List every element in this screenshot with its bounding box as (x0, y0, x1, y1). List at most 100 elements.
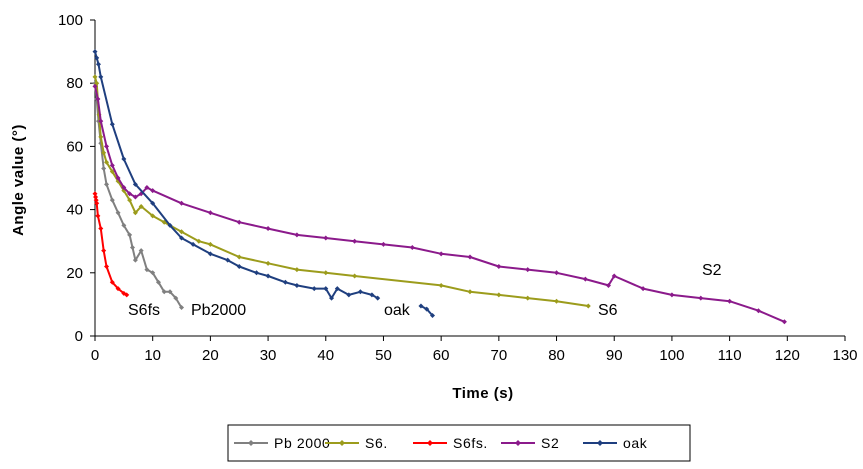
x-tick-label: 110 (718, 347, 742, 364)
data-point (127, 197, 133, 203)
data-point (121, 222, 127, 228)
data-point (334, 286, 340, 292)
legend-item: S6. (325, 435, 388, 451)
data-point (109, 197, 115, 203)
data-point (93, 197, 99, 203)
data-point (640, 286, 646, 292)
data-point (132, 181, 138, 187)
legend: Pb 2000 S6. S6fs. S2 oak (227, 424, 691, 462)
legend-swatch-marker (597, 440, 603, 446)
series-oak (92, 49, 381, 301)
data-point (93, 194, 99, 200)
series-line (94, 51, 379, 300)
data-point (357, 289, 363, 295)
data-point (282, 279, 288, 285)
data-point (467, 254, 473, 260)
data-point (127, 191, 133, 197)
data-point (161, 289, 167, 295)
data-point (104, 181, 110, 187)
data-point (329, 295, 335, 301)
data-point (109, 121, 115, 127)
data-point (727, 298, 733, 304)
x-tick-label: 70 (491, 347, 508, 364)
data-point (496, 292, 502, 298)
data-point (582, 276, 588, 282)
axis-ticks: 0 10 20 30 40 50 60 70 80 90 100 110 120 130 0 20 40 60 80… (58, 12, 858, 364)
data-point (424, 306, 430, 312)
data-point (207, 210, 213, 216)
data-point (95, 213, 101, 219)
data-point (95, 96, 101, 102)
data-point (207, 251, 213, 257)
data-point (781, 319, 787, 325)
x-tick-label: 120 (775, 347, 800, 364)
legend-swatch-marker (248, 440, 254, 446)
data-point (109, 162, 115, 168)
data-point (94, 200, 100, 206)
x-tick-label: 100 (659, 347, 684, 364)
data-point (323, 286, 329, 292)
legend-label: S6. (365, 435, 388, 451)
x-tick-label: 40 (317, 347, 334, 364)
data-point (611, 273, 617, 279)
legend-item: oak (583, 435, 648, 451)
data-point (380, 241, 386, 247)
series-line (94, 193, 128, 296)
data-point (92, 191, 98, 197)
data-point (418, 303, 424, 309)
data-point (294, 282, 300, 288)
legend-label: oak (623, 435, 648, 451)
x-tick-label: 50 (375, 347, 392, 364)
annotation-pb2000: Pb2000 (191, 302, 246, 319)
data-point (438, 282, 444, 288)
data-point (132, 194, 138, 200)
data-point (496, 263, 502, 269)
data-point (698, 295, 704, 301)
data-point (150, 270, 156, 276)
data-point (144, 184, 150, 190)
data-point (132, 257, 138, 263)
series-layer (92, 49, 787, 325)
x-tick-label: 20 (202, 347, 219, 364)
legend-label: S6fs. (453, 435, 488, 451)
data-point (346, 292, 352, 298)
data-point (352, 273, 358, 279)
y-tick-label: 80 (66, 75, 83, 92)
data-point (438, 251, 444, 257)
data-point (467, 289, 473, 295)
legend-swatch-marker (515, 440, 521, 446)
data-point (190, 241, 196, 247)
annotation-s6: S6 (598, 302, 618, 319)
data-point (150, 200, 156, 206)
data-point (109, 279, 115, 285)
series-line (94, 86, 785, 323)
series-s6- (92, 74, 591, 309)
data-point (179, 305, 185, 311)
x-tick-label: 90 (606, 347, 623, 364)
series-line (94, 83, 183, 309)
data-point (669, 292, 675, 298)
x-tick-label: 30 (260, 347, 277, 364)
data-point (121, 184, 127, 190)
data-point (179, 229, 185, 235)
data-point (375, 295, 381, 301)
x-axis-title: Time (s) (452, 385, 513, 402)
data-point (409, 245, 415, 251)
data-point (265, 226, 271, 232)
data-point (104, 159, 110, 165)
y-tick-label: 0 (75, 328, 83, 345)
data-point (236, 219, 242, 225)
data-point (127, 232, 133, 238)
data-point (130, 245, 135, 251)
y-tick-label: 60 (66, 138, 83, 155)
annotation-s6fs: S6fs (128, 302, 160, 319)
x-tick-label: 10 (144, 347, 161, 364)
data-point (132, 210, 138, 216)
series-s2 (92, 83, 787, 325)
series-oak (418, 303, 435, 318)
data-point (167, 289, 173, 295)
data-point (311, 286, 317, 292)
y-tick-label: 100 (58, 12, 83, 29)
x-tick-label: 0 (91, 347, 99, 364)
